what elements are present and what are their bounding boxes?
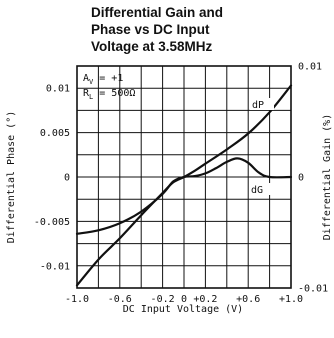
tick-labels: -1.0 -0.6 -0.2 0 +0.2 +0.6 +1.0 0.01 0.005 0 -0.00… <box>34 62 328 306</box>
y-tick-label-right: 0.01 <box>298 62 322 73</box>
dg-label-bg <box>249 183 271 195</box>
x-tick-label: -0.2 <box>151 294 175 305</box>
dp-label-bg <box>250 98 274 110</box>
x-tick-label: 0 <box>181 294 187 305</box>
x-axis-title: DC Input Voltage (V) <box>123 304 243 315</box>
y-axis-left-title: Differential Phase (°) <box>6 111 17 243</box>
y-tick-label-left: -0.01 <box>40 261 70 272</box>
y-tick-label-right: -0.01 <box>298 284 328 295</box>
load-condition: RL = 500Ω <box>83 88 135 101</box>
title-line-3: Voltage at 3.58MHz <box>91 39 213 54</box>
y-tick-label-left: 0.005 <box>40 128 70 139</box>
chart-title: Differential Gain and Phase vs DC Input … <box>91 5 223 54</box>
x-tick-label: -0.6 <box>108 294 132 305</box>
title-line-1: Differential Gain and <box>91 5 223 20</box>
series-line-dg <box>75 157 293 235</box>
x-tick-label: +0.6 <box>236 294 260 305</box>
x-tick-label: +0.2 <box>193 294 217 305</box>
title-line-2: Phase vs DC Input <box>91 22 210 37</box>
series-label-dp: dP <box>252 100 264 111</box>
series-label-dg: dG <box>251 185 263 196</box>
y-tick-label-right: 0 <box>298 173 304 184</box>
series-layer <box>75 84 293 287</box>
y-tick-label-left: 0.01 <box>46 84 70 95</box>
conditions-annotation: AV = +1 RL = 500Ω <box>83 73 135 101</box>
y-tick-label-left: 0 <box>64 173 70 184</box>
y-axis-right-title: Differential Gain (%) <box>322 114 333 240</box>
x-tick-label: -1.0 <box>65 294 89 305</box>
x-tick-label: +1.0 <box>279 294 303 305</box>
gain-condition: AV = +1 <box>83 73 123 86</box>
y-tick-label-left: -0.005 <box>34 217 70 228</box>
